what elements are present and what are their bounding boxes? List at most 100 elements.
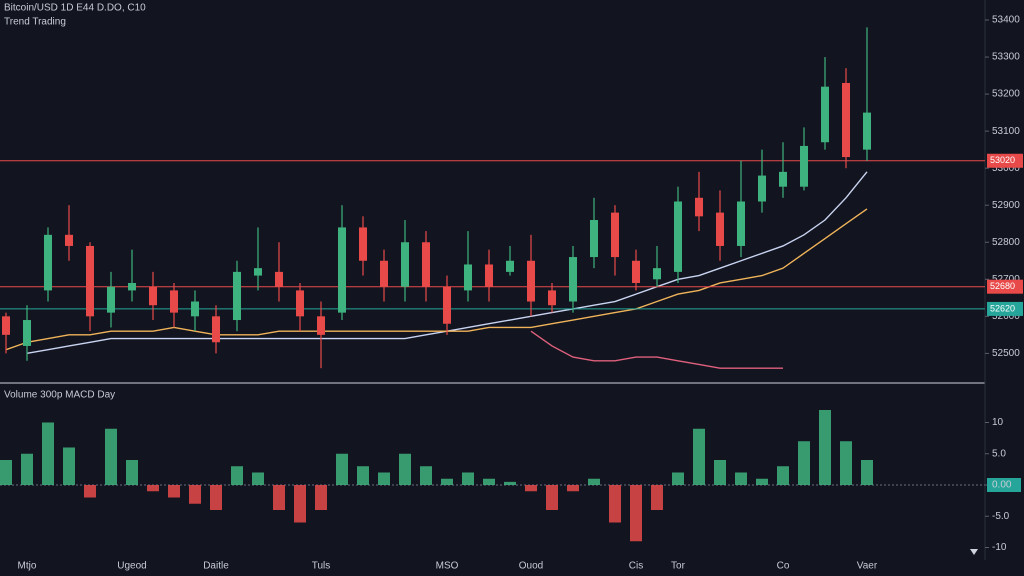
histogram-bar (84, 485, 96, 498)
candle-body (716, 212, 724, 246)
histogram-bar (777, 466, 789, 485)
histogram-bar (105, 428, 117, 485)
chart-subtitle: Trend Trading (4, 17, 66, 28)
level-badge-label: 53020 (990, 155, 1015, 165)
y-tick-label: 52600 (992, 311, 1020, 322)
y-tick-label: -5.0 (992, 511, 1010, 522)
x-tick-label: Daitle (203, 561, 229, 572)
candle-body (863, 112, 871, 150)
histogram-bar (294, 485, 306, 523)
candle-body (674, 201, 682, 272)
histogram-bar (525, 485, 537, 492)
histogram-bar (168, 485, 180, 498)
histogram-bar (462, 472, 474, 485)
histogram-bar (630, 485, 642, 542)
y-tick-label: 52900 (992, 200, 1020, 211)
candle-body (653, 268, 661, 280)
level-badge-label: 52680 (990, 281, 1015, 291)
y-tick-label: 10 (992, 417, 1004, 428)
y-tick-label: 52800 (992, 237, 1020, 248)
chart-title: Bitcoin/USD 1D E44 D.DO, C10 (4, 3, 146, 14)
x-tick-label: Mtjo (18, 561, 37, 572)
candle-body (317, 316, 325, 335)
candle-body (254, 268, 262, 276)
candle-body (401, 242, 409, 287)
histogram-bar (840, 441, 852, 485)
candle-body (695, 197, 703, 217)
histogram-bar (231, 466, 243, 485)
histogram-bar (21, 453, 33, 485)
histogram-bar (567, 485, 579, 492)
candle-body (548, 290, 556, 306)
candle-body (380, 260, 388, 287)
candle-body (800, 145, 808, 187)
candle-body (149, 286, 157, 306)
y-tick-label: 52500 (992, 348, 1020, 359)
histogram-bar (147, 485, 159, 492)
scroll-arrow[interactable] (970, 549, 978, 555)
histogram-bar (42, 422, 54, 485)
candle-body (464, 264, 472, 291)
histogram-bar (126, 460, 138, 485)
candle-body (191, 301, 199, 317)
y-tick-label: 5.0 (992, 448, 1006, 459)
y-tick-label: 0.00 (992, 480, 1012, 491)
candle-body (842, 82, 850, 158)
x-tick-label: Co (777, 561, 790, 572)
histogram-bar (861, 460, 873, 485)
x-tick-label: Ugeod (117, 561, 146, 572)
level-badge-label: 52620 (990, 303, 1015, 313)
x-tick-label: Tuls (312, 561, 331, 572)
candle-body (170, 290, 178, 313)
histogram-bar (273, 485, 285, 510)
candle-body (632, 260, 640, 283)
candle-body (23, 320, 31, 346)
level-badge (987, 301, 1023, 316)
histogram-bar (0, 460, 12, 485)
candle-body (737, 201, 745, 246)
candle-body (590, 220, 598, 258)
histogram-bar (651, 485, 663, 510)
candle-body (212, 316, 220, 343)
histogram-bar (714, 460, 726, 485)
histogram-bar (189, 485, 201, 504)
candle-body (2, 316, 10, 335)
histogram-bar (399, 453, 411, 485)
level-badge (987, 153, 1023, 168)
histogram-bar (735, 472, 747, 485)
candle-body (611, 212, 619, 258)
histogram-bar (315, 485, 327, 510)
histogram-bar (420, 466, 432, 485)
candle-body (506, 260, 514, 272)
y-tick-label: 53100 (992, 126, 1020, 137)
y-tick-label: 53000 (992, 163, 1020, 174)
candle-body (65, 234, 73, 246)
histogram-bar (756, 478, 768, 485)
histogram-bar (588, 478, 600, 485)
histogram-bar (357, 466, 369, 485)
y-tick-label: -10 (992, 542, 1007, 553)
histogram-bar (483, 478, 495, 485)
indicator-title: Volume 300p MACD Day (4, 390, 115, 401)
histogram-bar (546, 485, 558, 510)
candle-body (758, 175, 766, 202)
x-tick-label: Ouod (519, 561, 543, 572)
histogram-bar (693, 428, 705, 485)
zero-badge (987, 478, 1021, 492)
candle-body (128, 282, 136, 291)
histogram-bar (252, 472, 264, 485)
histogram-bar (504, 481, 516, 485)
candle-body (338, 227, 346, 313)
candle-body (821, 86, 829, 143)
candle-body (422, 242, 430, 287)
histogram-bar (336, 453, 348, 485)
y-tick-label: 53400 (992, 15, 1020, 26)
candle-body (359, 227, 367, 261)
moving-average (5, 208, 868, 351)
x-tick-label: MSO (436, 561, 459, 572)
y-tick-label: 53300 (992, 52, 1020, 63)
candle-body (44, 234, 52, 291)
candle-body (779, 171, 787, 187)
